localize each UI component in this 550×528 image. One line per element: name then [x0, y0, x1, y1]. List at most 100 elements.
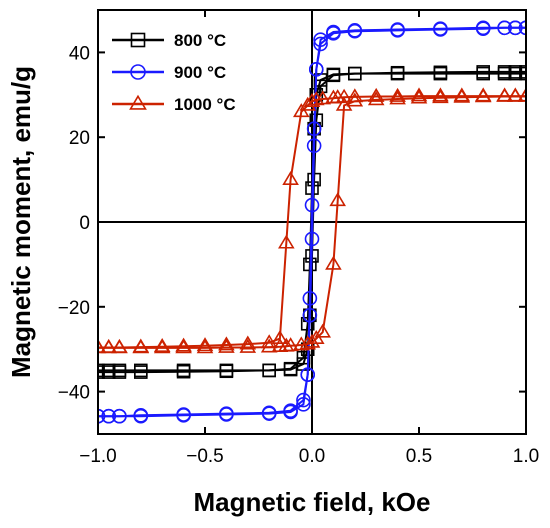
data-point-triangle — [432, 87, 449, 102]
legend-label: 800 °C — [174, 31, 226, 50]
data-point-triangle — [271, 329, 289, 344]
y-tick-label: 0 — [79, 213, 90, 234]
data-point-square — [130, 32, 146, 48]
x-tick-label: 0.0 — [299, 446, 325, 467]
data-point-circle — [283, 404, 298, 420]
series-layer — [98, 20, 526, 424]
data-point-square — [390, 66, 405, 81]
data-point-circle — [112, 408, 127, 424]
data-point-square — [309, 113, 324, 128]
axis-ticks: −1.0 −0.5 0.0 0.5 1.0 −40 −20 0 20 40 — [58, 10, 539, 467]
x-tick-label: −1.0 — [79, 446, 117, 467]
data-point-circle — [98, 408, 106, 424]
data-point-triangle — [367, 91, 385, 106]
data-point-square — [476, 66, 491, 81]
data-point-square — [508, 66, 523, 81]
data-point-circle — [507, 20, 523, 36]
legend-label: 900 °C — [174, 63, 226, 82]
data-point-square — [519, 66, 526, 81]
data-point-triangle — [335, 88, 353, 103]
data-point-triangle — [307, 91, 325, 106]
data-point-triangle — [175, 339, 192, 354]
data-point-circle — [302, 291, 318, 306]
data-point-triangle — [335, 96, 353, 111]
data-point-triangle — [132, 339, 150, 354]
data-point-triangle — [175, 337, 192, 352]
data-point-square — [112, 365, 127, 379]
data-point-triangle — [389, 87, 406, 102]
data-point-triangle — [453, 88, 471, 103]
data-point-circle — [219, 407, 234, 422]
data-point-triangle — [153, 339, 171, 354]
data-point-triangle — [111, 339, 128, 354]
data-point-triangle — [218, 338, 235, 353]
data-point-square — [176, 364, 191, 379]
data-point-triangle — [303, 92, 321, 107]
legend-label: 1000 °C — [174, 95, 236, 114]
data-point-square — [219, 364, 234, 379]
data-point-circle — [300, 367, 316, 382]
data-point-triangle — [389, 90, 406, 105]
x-tick-label: 1.0 — [513, 446, 539, 467]
data-point-circle — [475, 21, 491, 36]
data-point-circle — [497, 20, 512, 36]
data-point-square — [101, 365, 116, 379]
data-point-triangle — [410, 87, 428, 102]
data-point-circle — [326, 26, 341, 41]
data-point-square — [296, 350, 311, 365]
data-point-triangle — [129, 94, 147, 110]
data-point-square — [134, 365, 148, 379]
data-point-triangle — [410, 89, 428, 104]
data-point-triangle — [314, 90, 332, 105]
data-point-triangle — [282, 337, 299, 352]
data-point-triangle — [346, 92, 364, 107]
y-tick-label: 40 — [69, 43, 90, 64]
data-point-triangle — [196, 337, 214, 352]
data-point-triangle — [260, 338, 278, 353]
data-point-circle — [176, 408, 191, 423]
data-point-square — [98, 365, 105, 379]
data-point-square — [326, 67, 341, 82]
data-point-circle — [518, 20, 526, 36]
data-point-triangle — [303, 333, 321, 348]
data-point-square — [433, 66, 448, 81]
data-point-square — [300, 316, 315, 331]
legend: 800 °C 900 °C 1000 °C — [112, 31, 236, 114]
x-tick-label: −0.5 — [186, 446, 224, 467]
data-point-circle — [313, 36, 328, 52]
data-point-square — [262, 363, 277, 378]
data-point-triangle — [496, 87, 513, 102]
data-point-square — [497, 66, 512, 81]
data-point-triangle — [239, 335, 257, 350]
data-point-triangle — [98, 339, 107, 354]
data-point-circle — [433, 22, 448, 37]
x-axis-title: Magnetic field, kOe — [194, 487, 431, 517]
data-point-square — [347, 66, 362, 81]
data-point-triangle — [282, 170, 299, 185]
series-triangle — [98, 87, 526, 354]
y-tick-label: −40 — [58, 383, 90, 404]
y-axis-title: Magnetic moment, emu/g — [6, 66, 36, 378]
data-point-circle — [347, 23, 363, 39]
data-point-triangle — [239, 338, 257, 353]
data-point-circle — [261, 406, 277, 421]
data-point-triangle — [506, 87, 524, 102]
data-point-circle — [133, 408, 149, 424]
x-tick-label: 0.5 — [406, 446, 432, 467]
data-point-circle — [304, 197, 320, 213]
data-point-triangle — [196, 339, 214, 354]
data-point-circle — [390, 23, 405, 38]
data-point-triangle — [432, 89, 449, 104]
data-point-circle — [296, 392, 311, 408]
y-tick-label: −20 — [58, 298, 90, 319]
data-point-triangle — [278, 234, 295, 249]
data-point-circle — [308, 62, 324, 77]
data-point-circle — [101, 408, 116, 424]
data-point-circle — [296, 397, 311, 412]
data-point-circle — [130, 64, 146, 80]
data-point-square — [283, 361, 298, 376]
data-point-triangle — [314, 323, 332, 338]
series-circle — [98, 20, 526, 424]
data-point-triangle — [325, 255, 342, 270]
